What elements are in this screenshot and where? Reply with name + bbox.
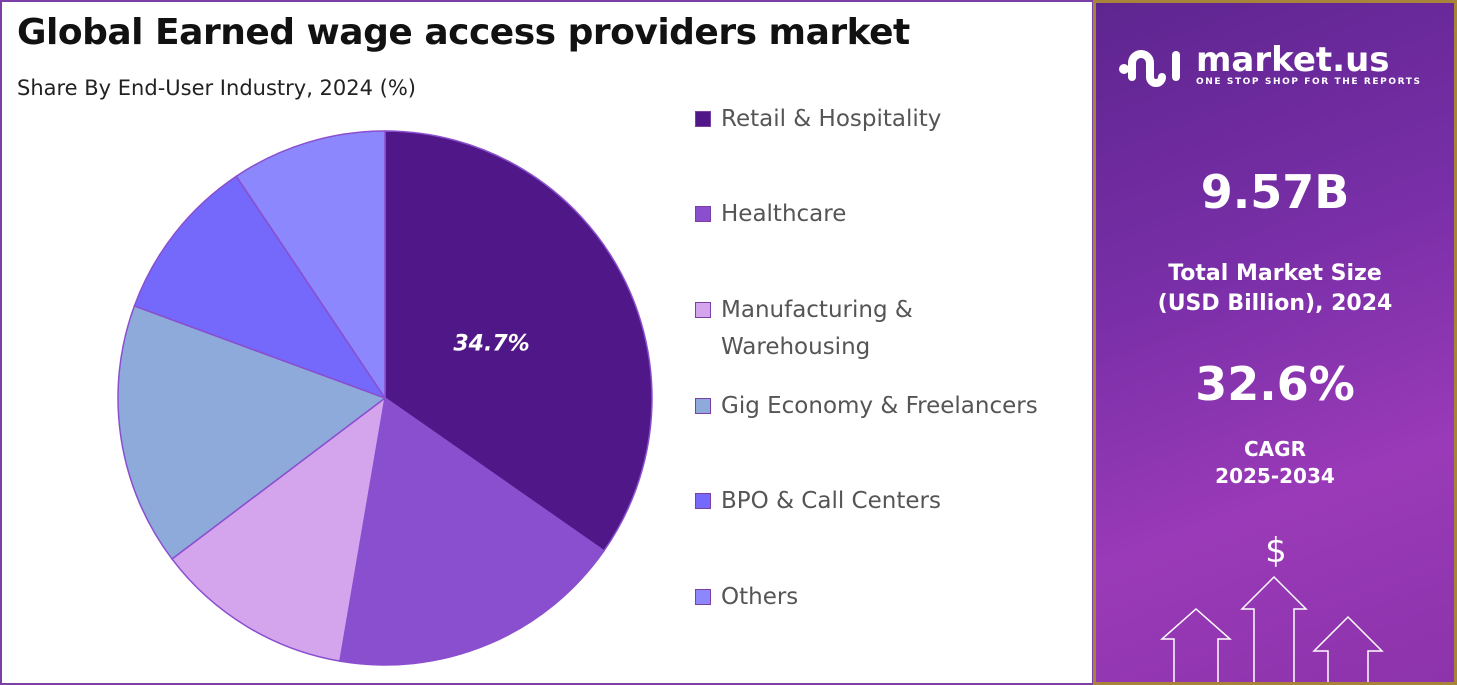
legend-label: Gig Economy & Freelancers	[721, 393, 1038, 419]
market-us-logo: market.us ONE STOP SHOP FOR THE REPORTS	[1118, 41, 1422, 89]
pie-chart: 34.7%	[117, 130, 653, 666]
growth-arrows-icon	[1160, 575, 1384, 682]
legend-item: Manufacturing & Warehousing	[695, 292, 913, 366]
legend-item: Gig Economy & Freelancers	[695, 388, 1038, 425]
market-size-label-2: (USD Billion), 2024	[1157, 291, 1393, 316]
pie-slice	[235, 130, 386, 401]
summary-panel: market.us ONE STOP SHOP FOR THE REPORTS …	[1093, 0, 1457, 685]
market-size-label: Total Market Size	[1168, 261, 1382, 286]
chart-subtitle: Share By End-User Industry, 2024 (%)	[17, 76, 416, 100]
cagr-value: 32.6%	[1195, 357, 1355, 411]
legend-item: BPO & Call Centers	[695, 483, 941, 520]
legend-item: Others	[695, 579, 798, 616]
pie-slice	[133, 175, 387, 400]
legend-swatch	[695, 398, 711, 414]
legend-item: Healthcare	[695, 196, 846, 233]
legend-label: Retail & Hospitality	[721, 106, 942, 132]
legend-swatch	[695, 302, 711, 318]
legend-swatch	[695, 493, 711, 509]
legend-label: BPO & Call Centers	[721, 488, 941, 514]
dollar-icon: $	[1265, 531, 1287, 571]
legend-swatch	[695, 111, 711, 127]
pie-slice	[117, 305, 387, 561]
pie-slice	[384, 130, 653, 552]
cagr-label: CAGR	[1244, 437, 1306, 461]
logo-tagline: ONE STOP SHOP FOR THE REPORTS	[1196, 77, 1422, 87]
chart-panel: Global Earned wage access providers mark…	[0, 0, 1093, 685]
legend-swatch	[695, 589, 711, 605]
chart-title: Global Earned wage access providers mark…	[17, 12, 910, 53]
logo-text: market.us	[1196, 40, 1390, 80]
pie-slice	[339, 396, 605, 666]
market-size-value: 9.57B	[1200, 165, 1350, 219]
legend-label: Manufacturing & Warehousing	[721, 297, 913, 360]
slice-data-label: 34.7%	[453, 331, 529, 356]
legend-label: Healthcare	[721, 201, 847, 227]
pie-slice	[170, 396, 387, 663]
legend-label: Others	[721, 584, 799, 610]
legend-item: Retail & Hospitality	[695, 101, 941, 138]
cagr-period: 2025-2034	[1215, 464, 1335, 488]
legend-swatch	[695, 206, 711, 222]
logo-icon	[1119, 50, 1180, 87]
